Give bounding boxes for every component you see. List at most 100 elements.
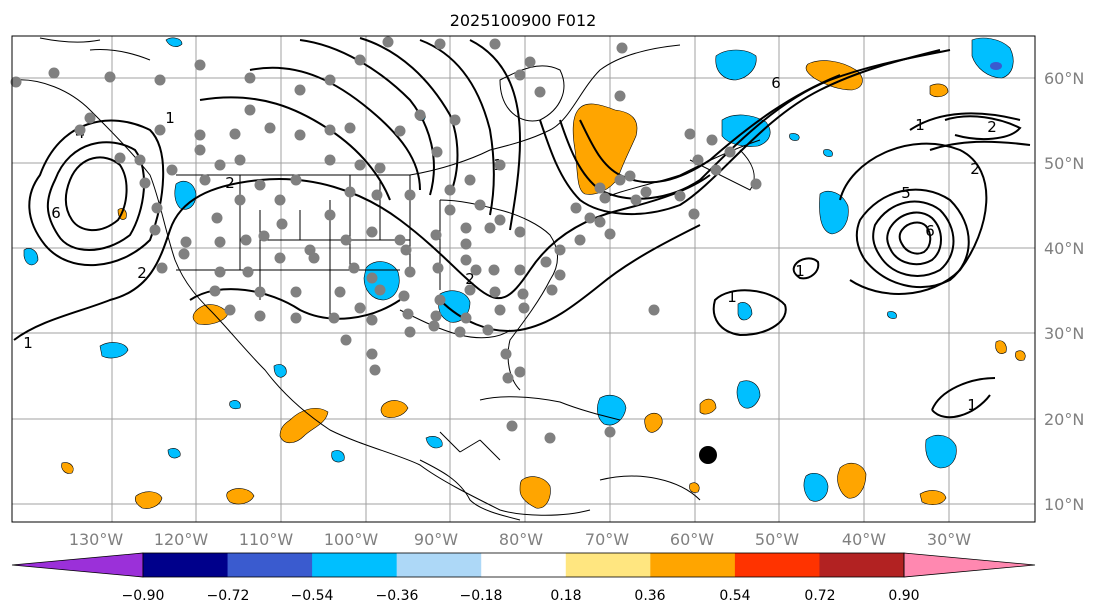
station-marker [194,144,206,156]
station-marker [544,432,556,444]
station-marker [369,364,381,376]
contour-label: 1 [165,109,175,127]
station-marker [434,38,446,50]
map-border [11,35,1036,523]
station-marker [394,234,406,246]
lon-label: 120°W [154,530,209,549]
station-marker [494,214,506,226]
colorbar-tick-label: 0.18 [550,588,581,604]
lat-label: 50°N [1044,154,1084,173]
lon-label: 100°W [324,530,379,549]
station-marker [460,238,472,250]
colorbar-segment [734,553,820,577]
station-marker [166,164,178,176]
station-marker [244,72,256,84]
station-marker [484,222,496,234]
station-marker [199,174,211,186]
station-marker [242,266,254,278]
station-marker [428,320,440,332]
station-marker [584,212,596,224]
colorbar-tick-label: −0.36 [376,588,419,604]
station-markers [10,36,762,444]
station-marker [454,326,466,338]
station-marker [264,122,276,134]
colorbar-extend-high [903,552,1036,578]
positive-anomaly-fills [61,60,1026,509]
station-marker [648,304,660,316]
station-marker [502,372,514,384]
highlight-marker [699,446,717,464]
station-marker [394,125,406,137]
station-marker [354,159,366,171]
station-marker [154,74,166,86]
station-marker [156,262,168,274]
station-marker [214,266,226,278]
station-marker [402,308,414,320]
colorbar-extend-low [11,552,144,578]
station-marker [328,312,340,324]
station-marker [449,114,461,126]
lon-label: 110°W [239,530,294,549]
station-marker [340,334,352,346]
station-marker [211,212,223,224]
colorbar-segments [11,552,1036,578]
station-marker [104,71,116,83]
colorbar-border [142,552,905,578]
station-marker [554,244,566,256]
station-marker [594,216,606,228]
station-marker [616,42,628,54]
station-marker [524,56,536,68]
station-marker [514,226,526,238]
station-marker [464,174,476,186]
lon-label: 70°W [585,530,629,549]
station-marker [688,208,700,220]
station-marker [674,190,686,202]
station-marker [514,264,526,276]
station-marker [432,262,444,274]
colorbar-tick-labels: −0.90 −0.72 −0.54 −0.36 −0.18 0.18 0.36 … [122,588,920,604]
contour-label: 6 [51,204,61,222]
station-marker [344,186,356,198]
station-marker [614,90,626,102]
station-marker [348,262,360,274]
station-marker [404,266,416,278]
colorbar-tick-label: −0.90 [122,588,165,604]
station-marker [240,234,252,246]
station-marker [324,124,336,136]
coastlines-and-borders [13,37,761,521]
station-marker [234,194,246,206]
station-marker [258,230,270,242]
station-marker [224,304,236,316]
station-marker [294,129,306,141]
station-marker [404,189,416,201]
station-marker [430,310,442,322]
lon-label: 80°W [499,530,543,549]
colorbar-segment [227,553,313,577]
station-marker [430,229,442,241]
station-marker [630,194,642,206]
station-marker [180,236,192,248]
lon-label: 40°W [842,530,886,549]
contour-label: 2 [987,118,997,136]
station-marker [710,164,722,176]
lon-label: 130°W [69,530,124,549]
station-marker [570,202,582,214]
station-marker [374,162,386,174]
contour-label: 6 [771,74,781,92]
station-marker [229,128,241,140]
colorbar-tick-label: 0.36 [634,588,665,604]
contour-label: 1 [23,334,33,352]
station-marker [460,222,472,234]
station-marker [684,128,696,140]
station-marker [506,420,518,432]
station-marker [614,174,626,186]
station-marker [290,286,302,298]
latitude-labels: 60°N 50°N 40°N 30°N 20°N 10°N [1044,69,1084,514]
contour-label: 2 [970,160,980,178]
station-marker [594,182,606,194]
colorbar-segment [650,553,736,577]
station-marker [488,264,500,276]
station-marker [692,154,704,166]
station-marker [494,159,506,171]
